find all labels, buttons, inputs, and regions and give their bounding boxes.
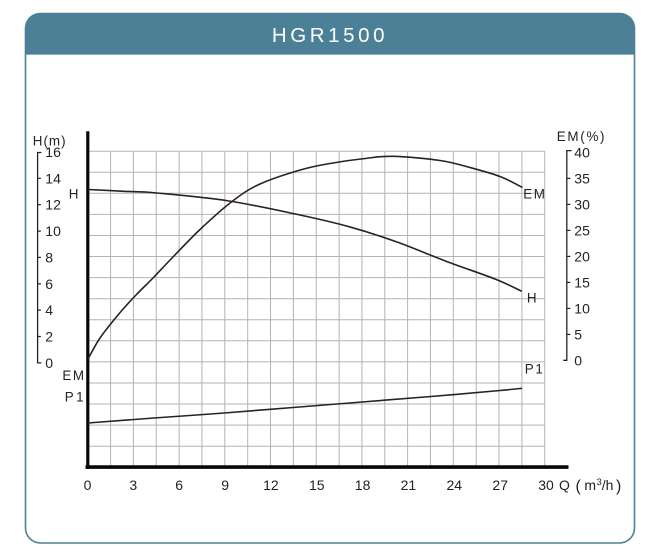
svg-text:2: 2	[45, 329, 53, 345]
svg-text:H: H	[527, 290, 537, 305]
svg-text:6: 6	[45, 276, 53, 292]
svg-text:H(m): H(m)	[33, 133, 67, 148]
svg-text:4: 4	[45, 302, 53, 318]
svg-text:35: 35	[574, 170, 590, 186]
svg-text:P1: P1	[65, 390, 86, 405]
svg-text:0: 0	[45, 355, 53, 371]
svg-text:25: 25	[574, 222, 590, 238]
svg-text:9: 9	[221, 477, 229, 493]
svg-text:21: 21	[401, 477, 417, 493]
svg-text:20: 20	[574, 248, 590, 264]
svg-text:12: 12	[45, 197, 61, 213]
svg-text:P1: P1	[525, 362, 545, 377]
svg-text:5: 5	[574, 326, 582, 342]
svg-text:HGR1500: HGR1500	[272, 24, 388, 47]
svg-text:0: 0	[84, 477, 92, 493]
svg-text:H: H	[69, 186, 79, 201]
svg-text:15: 15	[574, 274, 590, 290]
svg-text:EM(%): EM(%)	[557, 129, 606, 144]
svg-text:0: 0	[574, 352, 582, 368]
svg-text:27: 27	[492, 477, 508, 493]
svg-text:(m3/h): (m3/h)	[576, 477, 622, 495]
svg-text:16: 16	[45, 144, 61, 160]
svg-text:6: 6	[175, 477, 183, 493]
svg-text:30: 30	[538, 477, 554, 493]
svg-text:8: 8	[45, 249, 53, 265]
svg-text:EM: EM	[62, 368, 85, 383]
svg-text:Q: Q	[559, 477, 570, 493]
svg-text:3: 3	[129, 477, 137, 493]
svg-text:15: 15	[309, 477, 325, 493]
svg-text:EM: EM	[523, 186, 546, 201]
svg-text:30: 30	[574, 196, 590, 212]
svg-text:12: 12	[263, 477, 279, 493]
svg-text:10: 10	[45, 223, 61, 239]
svg-text:18: 18	[355, 477, 371, 493]
svg-text:24: 24	[447, 477, 463, 493]
svg-text:40: 40	[574, 144, 590, 160]
svg-text:14: 14	[45, 170, 61, 186]
svg-text:10: 10	[574, 300, 590, 316]
